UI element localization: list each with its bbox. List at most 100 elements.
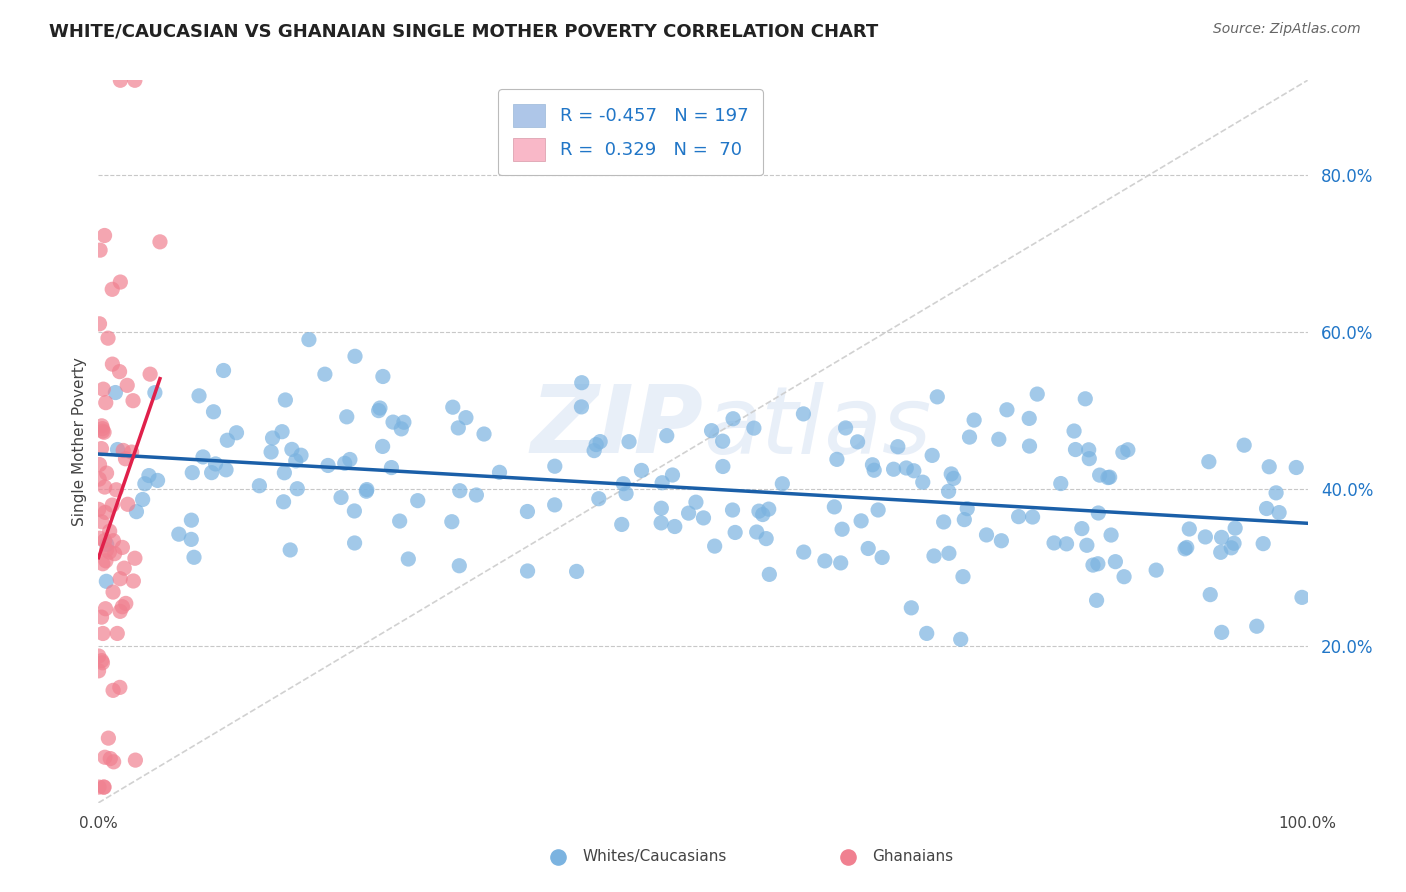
Point bbox=[108, 572, 131, 586]
Point bbox=[89, 317, 111, 331]
Point bbox=[887, 440, 910, 454]
Point bbox=[343, 536, 366, 550]
Point bbox=[101, 357, 124, 371]
Legend: R = -0.457   N = 197, R =  0.329   N =  70: R = -0.457 N = 197, R = 0.329 N = 70 bbox=[498, 89, 762, 176]
Point bbox=[692, 511, 714, 525]
Point bbox=[1056, 537, 1078, 551]
Point bbox=[180, 513, 202, 527]
Point bbox=[90, 442, 112, 456]
Point bbox=[406, 493, 429, 508]
Point bbox=[1233, 438, 1256, 452]
Text: atlas: atlas bbox=[703, 382, 931, 473]
Point bbox=[183, 550, 205, 565]
Point bbox=[837, 855, 859, 869]
Point bbox=[122, 393, 145, 408]
Point bbox=[748, 504, 770, 518]
Point bbox=[392, 415, 415, 429]
Point bbox=[1063, 424, 1085, 438]
Point bbox=[1175, 541, 1198, 555]
Point bbox=[953, 513, 976, 527]
Point bbox=[630, 463, 652, 477]
Point bbox=[339, 452, 361, 467]
Point bbox=[938, 546, 960, 560]
Point bbox=[650, 501, 672, 516]
Point bbox=[1116, 442, 1139, 457]
Point bbox=[544, 498, 567, 512]
Point bbox=[1074, 392, 1097, 406]
Point bbox=[112, 561, 135, 575]
Point bbox=[1223, 536, 1246, 550]
Point bbox=[472, 427, 495, 442]
Point bbox=[678, 506, 700, 520]
Point bbox=[655, 428, 678, 442]
Point bbox=[959, 430, 981, 444]
Point bbox=[96, 537, 118, 551]
Point bbox=[952, 569, 974, 583]
Point bbox=[1104, 555, 1126, 569]
Point bbox=[138, 468, 160, 483]
Point bbox=[314, 368, 336, 382]
Point bbox=[112, 443, 135, 458]
Point bbox=[201, 466, 224, 480]
Point bbox=[124, 551, 146, 566]
Point bbox=[758, 567, 780, 582]
Point bbox=[922, 549, 945, 563]
Point bbox=[89, 531, 111, 545]
Point bbox=[1258, 459, 1281, 474]
Point bbox=[664, 519, 686, 533]
Point bbox=[107, 442, 129, 457]
Point bbox=[583, 443, 606, 458]
Point bbox=[103, 533, 125, 548]
Point bbox=[745, 524, 768, 539]
Point bbox=[1078, 451, 1101, 466]
Point bbox=[290, 448, 312, 462]
Point bbox=[1174, 541, 1197, 556]
Point bbox=[367, 403, 389, 417]
Point bbox=[1199, 588, 1222, 602]
Point bbox=[1007, 509, 1029, 524]
Point bbox=[212, 363, 235, 377]
Point bbox=[131, 492, 153, 507]
Point bbox=[380, 460, 402, 475]
Point bbox=[191, 450, 214, 464]
Point bbox=[125, 505, 148, 519]
Point bbox=[1211, 530, 1233, 544]
Point bbox=[91, 422, 114, 436]
Point bbox=[101, 282, 124, 296]
Point bbox=[105, 483, 128, 497]
Point bbox=[91, 424, 114, 438]
Point bbox=[911, 475, 934, 490]
Point bbox=[87, 502, 110, 516]
Point bbox=[93, 480, 115, 494]
Text: Source: ZipAtlas.com: Source: ZipAtlas.com bbox=[1213, 22, 1361, 37]
Point bbox=[617, 434, 640, 449]
Point bbox=[343, 504, 366, 518]
Point bbox=[139, 367, 162, 381]
Point bbox=[488, 466, 510, 480]
Point bbox=[588, 491, 610, 506]
Point bbox=[831, 522, 853, 536]
Point bbox=[217, 434, 239, 448]
Point bbox=[1076, 538, 1098, 552]
Point bbox=[284, 454, 307, 468]
Point bbox=[1198, 455, 1220, 469]
Point bbox=[547, 855, 569, 869]
Point bbox=[111, 541, 134, 555]
Point bbox=[1081, 558, 1104, 572]
Point bbox=[91, 656, 114, 670]
Point bbox=[90, 654, 112, 668]
Point bbox=[356, 483, 378, 497]
Point bbox=[868, 503, 890, 517]
Point bbox=[612, 476, 634, 491]
Point bbox=[97, 731, 120, 746]
Point bbox=[1070, 522, 1092, 536]
Point bbox=[298, 333, 321, 347]
Point bbox=[1088, 468, 1111, 483]
Point bbox=[1211, 625, 1233, 640]
Point bbox=[721, 411, 744, 425]
Point bbox=[516, 504, 538, 518]
Point bbox=[932, 515, 955, 529]
Point bbox=[883, 462, 905, 476]
Point bbox=[724, 525, 747, 540]
Point bbox=[90, 610, 112, 624]
